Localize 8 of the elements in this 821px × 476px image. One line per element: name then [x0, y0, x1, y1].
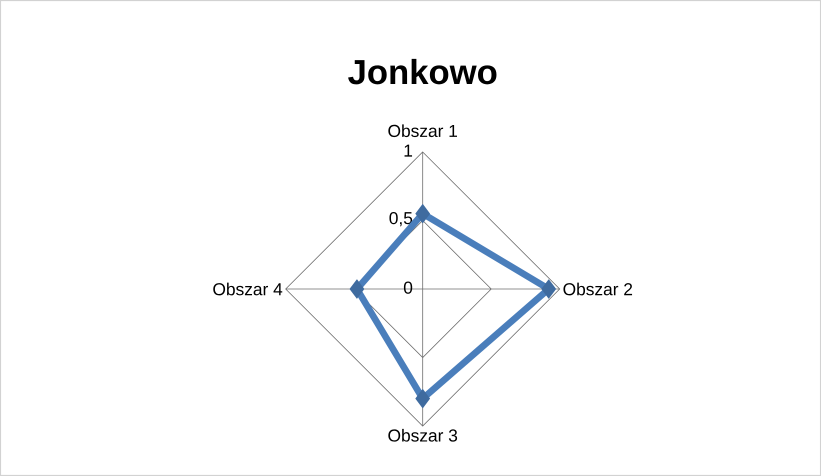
spoke-label: Obszar 1 — [388, 124, 458, 138]
spoke-label: Obszar 4 — [213, 282, 282, 296]
y-tick-label: 1 — [404, 144, 412, 157]
chart-title: Jonkowo — [348, 58, 496, 84]
spoke-label: Obszar 2 — [563, 282, 632, 296]
y-tick-label: 0,5 — [389, 212, 412, 226]
spoke-label: Obszar 3 — [388, 428, 458, 442]
y-tick-label: 0 — [404, 281, 412, 294]
